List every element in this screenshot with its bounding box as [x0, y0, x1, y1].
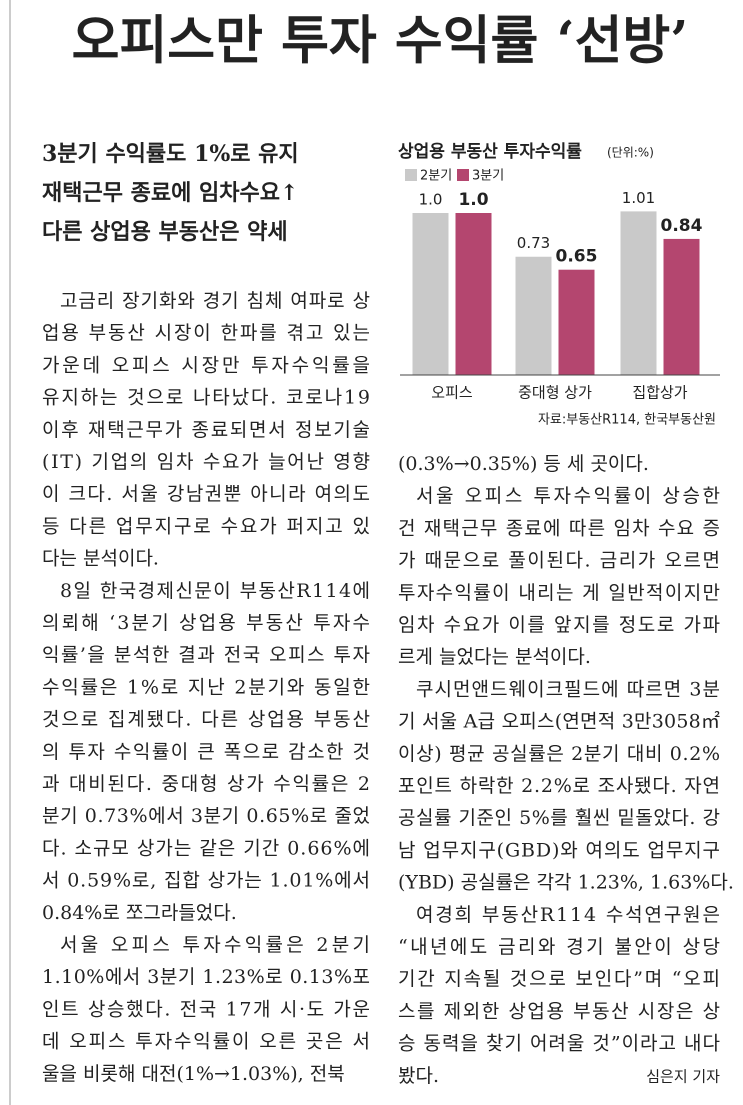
value-label: 0.73 — [517, 234, 550, 252]
body-line: (IT) 기업의 임차 수요가 늘어난 영향 — [42, 451, 370, 473]
body-line: (0.3%→0.35%) 등 세 곳이다. — [398, 453, 649, 475]
body-line: 의뢰해 ‘3분기 상업용 부동산 투자수 — [42, 612, 370, 634]
body-line: 쿠시먼앤드웨이크필드에 따르면 3분 — [416, 678, 720, 700]
category-label: 오피스 — [431, 384, 473, 402]
body-line: “내년에도 금리와 경기 불안이 상당 — [398, 936, 720, 958]
body-line: 데 오피스 투자수익률이 오른 곳은 서 — [42, 1031, 370, 1053]
body-line: 유지하는 것으로 나타났다. 코로나19 — [42, 387, 370, 409]
value-label: 1.01 — [622, 189, 655, 207]
body-line: 서울 오피스 투자수익률이 상승한 — [416, 485, 720, 507]
subhead: 3분기 수익률도 1%로 유지 — [42, 141, 299, 167]
chart-unit: (단위:%) — [607, 146, 654, 160]
value-label: 0.65 — [556, 247, 598, 267]
body-line: 남 업무지구(GBD)와 여의도 업무지구 — [398, 839, 720, 861]
body-line: 승 동력을 찾기 어려울 것”이라고 내다 — [398, 1033, 720, 1055]
subhead: 재택근무 종료에 임차수요↑ — [42, 180, 298, 206]
body-line: 가운데 오피스 시장만 투자수익률을 — [42, 354, 370, 376]
chart-title: 상업용 부동산 투자수익률 — [398, 142, 582, 162]
body-line: 기 서울 A급 오피스(연면적 3만3058㎡ — [398, 710, 720, 733]
body-line: 서울 오피스 투자수익률은 2분기 — [60, 934, 370, 956]
value-label: 1.0 — [458, 190, 488, 210]
body-line: 8일 한국경제신문이 부동산R114에 — [60, 580, 370, 602]
body-line: 임차 수요가 이를 앞지를 정도로 가파 — [398, 614, 720, 636]
body-line: 포인트 하락한 2.2%로 조사됐다. 자연 — [398, 775, 720, 797]
subhead: 다른 상업용 부동산은 약세 — [42, 219, 288, 245]
body-line: 분기 0.73%에서 3분기 0.65%로 줄었 — [42, 805, 370, 827]
body-line: 가 때문으로 풀이된다. 금리가 오르면 — [398, 550, 720, 572]
body-line: 고금리 장기화와 경기 침체 여파로 상 — [60, 290, 370, 312]
body-line: 르게 늘었다는 분석이다. — [398, 646, 591, 668]
body-line: 투자수익률이 내리는 게 일반적이지만 — [398, 582, 720, 604]
body-line: 다는 분석이다. — [42, 548, 159, 570]
body-line: 것으로 집계됐다. 다른 상업용 부동산 — [42, 709, 370, 731]
body-line: 울을 비롯해 대전(1%→1.03%), 전북 — [42, 1063, 345, 1085]
legend-swatch — [457, 169, 469, 181]
legend-label: 3분기 — [472, 169, 504, 184]
body-line: 이상) 평균 공실률은 2분기 대비 0.2% — [398, 743, 720, 765]
body-line: 익률’을 분석한 결과 전국 오피스 투자 — [42, 644, 370, 666]
bar — [412, 213, 449, 375]
body-line: 0.84%로 쪼그라들었다. — [42, 902, 237, 924]
body-line: 업용 부동산 시장이 한파를 겪고 있는 — [42, 322, 370, 344]
bar — [515, 256, 552, 375]
legend-swatch — [405, 169, 417, 181]
body-line: 이후 재택근무가 종료되면서 정보기술 — [42, 419, 370, 441]
body-line: 스를 제외한 상업용 부동산 시장은 상 — [398, 1000, 720, 1022]
chart-source: 자료:부동산R114, 한국부동산원 — [538, 413, 716, 428]
bar — [663, 238, 700, 375]
body-line: 등 다른 업무지구로 수요가 퍼지고 있 — [42, 515, 370, 537]
body-line: 수익률은 1%로 지난 2분기와 동일한 — [42, 676, 370, 698]
body-line: 다. 소규모 상가는 같은 기간 0.66%에 — [42, 837, 370, 859]
body-line: 봤다. — [398, 1065, 439, 1087]
byline: 심은지 기자 — [646, 1067, 720, 1085]
bar — [455, 213, 492, 375]
body-line: 인트 상승했다. 전국 17개 시·도 가운 — [42, 998, 370, 1020]
body-line: 서 0.59%로, 집합 상가는 1.01%에서 — [42, 870, 370, 892]
body-line: 여경희 부동산R114 수석연구원은 — [416, 904, 720, 926]
headline: 오피스만 투자 수익률 ‘선방’ — [72, 11, 689, 72]
body-line: 의 투자 수익률이 큰 폭으로 감소한 것 — [42, 741, 370, 763]
category-label: 집합상가 — [632, 384, 687, 402]
bar — [620, 211, 657, 375]
body-line: (YBD) 공실률은 각각 1.23%, 1.63%다. — [398, 872, 734, 894]
bar — [558, 269, 595, 375]
value-label: 0.84 — [661, 216, 703, 236]
body-line: 기간 지속될 것으로 보인다”며 “오피 — [398, 968, 720, 990]
body-line: 이 크다. 서울 강남권뿐 아니라 여의도 — [42, 483, 370, 505]
category-label: 중대형 상가 — [518, 384, 592, 402]
legend-label: 2분기 — [420, 169, 452, 184]
body-line: 공실률 기준인 5%를 훨씬 밑돌았다. 강 — [398, 807, 720, 829]
body-line: 건 재택근무 종료에 따른 임차 수요 증 — [398, 517, 720, 539]
value-label: 1.0 — [419, 191, 443, 209]
body-line: 과 대비된다. 중대형 상가 수익률은 2 — [42, 773, 370, 795]
body-line: 1.10%에서 3분기 1.23%로 0.13%포 — [42, 966, 370, 988]
